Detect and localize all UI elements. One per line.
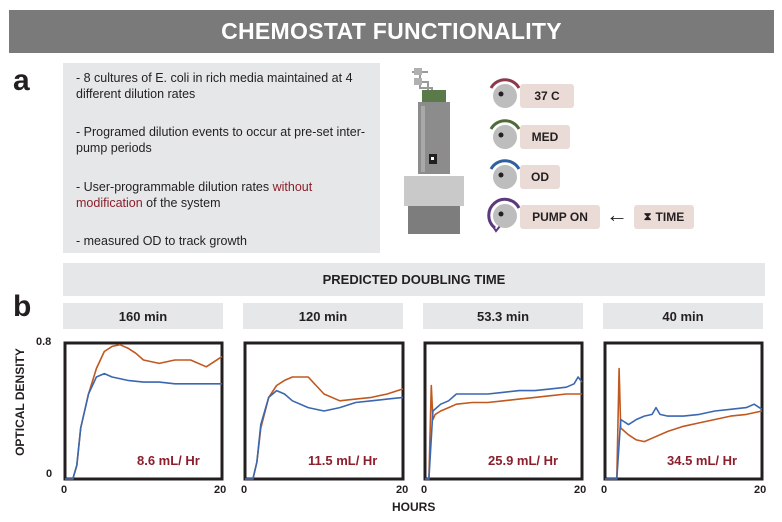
knob-med [489, 119, 521, 149]
y-tick-max: 0.8 [36, 336, 52, 348]
dilution-rate-3: 25.9 mL/ Hr [488, 453, 559, 468]
knob-37c [489, 78, 521, 108]
knob-od [489, 159, 521, 189]
knob-pump [487, 197, 521, 233]
chart-4-orange-series [605, 367, 763, 480]
control-37c: 37 C [520, 84, 574, 108]
bullet-4: - measured OD to track growth [76, 234, 247, 248]
dilution-rate-4: 34.5 mL/ Hr [667, 453, 738, 468]
bullet-3-pre: - User-programmable dilution rates [76, 180, 273, 194]
panel-a-letter: a [13, 64, 30, 97]
doubling-time-3: 53.3 min [423, 303, 583, 329]
doubling-time-4: 40 min [603, 303, 763, 329]
hourglass-icon: ⧗ [643, 210, 652, 223]
doubling-time-2: 120 min [243, 303, 403, 329]
chart-3-blue-series [425, 376, 583, 480]
page-title: CHEMOSTAT FUNCTIONALITY [221, 18, 562, 44]
chart-4-blue-series [605, 403, 763, 480]
bullet-2: - Programed dilution events to occur at … [76, 125, 366, 155]
chart-frame-3 [423, 341, 584, 481]
info-box: - 8 cultures of E. coli in rich media ma… [63, 63, 380, 253]
x-axis-label: HOURS [392, 500, 436, 514]
bullet-3: - User-programmable dilution rates witho… [76, 179, 376, 211]
dilution-rate-1: 8.6 mL/ Hr [137, 453, 200, 468]
chart-frame-4 [603, 341, 764, 481]
chart-3-orange-series [425, 384, 582, 480]
arrow-left-icon: ← [606, 202, 628, 227]
bullet-3-post: of the system [142, 196, 221, 210]
doubling-time-1: 160 min [63, 303, 223, 329]
bullet-1: - 8 cultures of E. coli in rich media ma… [76, 71, 353, 101]
dilution-rate-2: 11.5 mL/ Hr [308, 453, 378, 468]
device-base [404, 176, 464, 206]
x-tick-0-p3: 0 [421, 484, 428, 496]
x-tick-0-p1: 0 [61, 484, 68, 496]
x-tick-20-p2: 20 [396, 484, 409, 496]
panel-b-letter: b [13, 290, 32, 323]
control-pump-on: PUMP ON [520, 205, 600, 229]
y-tick-min: 0 [46, 468, 53, 480]
control-od: OD [520, 165, 560, 189]
timer-label: TIME [655, 210, 685, 224]
doubling-time-header: PREDICTED DOUBLING TIME [63, 263, 765, 296]
chart-frame-1 [63, 341, 224, 481]
title-banner: CHEMOSTAT FUNCTIONALITY [9, 10, 774, 53]
chart-1-blue-series [65, 372, 222, 480]
x-tick-20-p3: 20 [574, 484, 587, 496]
x-tick-20-p1: 20 [214, 484, 227, 496]
bullet-3-highlight: without modification [76, 180, 313, 210]
x-tick-0-p2: 0 [241, 484, 248, 496]
x-tick-0-p4: 0 [601, 484, 608, 496]
x-tick-20-p4: 20 [754, 484, 767, 496]
vial-cap [422, 90, 446, 102]
timer-badge: ⧗ TIME [634, 205, 694, 229]
control-med: MED [520, 125, 570, 149]
chart-2-blue-series [245, 389, 404, 480]
device-foot [408, 206, 460, 234]
